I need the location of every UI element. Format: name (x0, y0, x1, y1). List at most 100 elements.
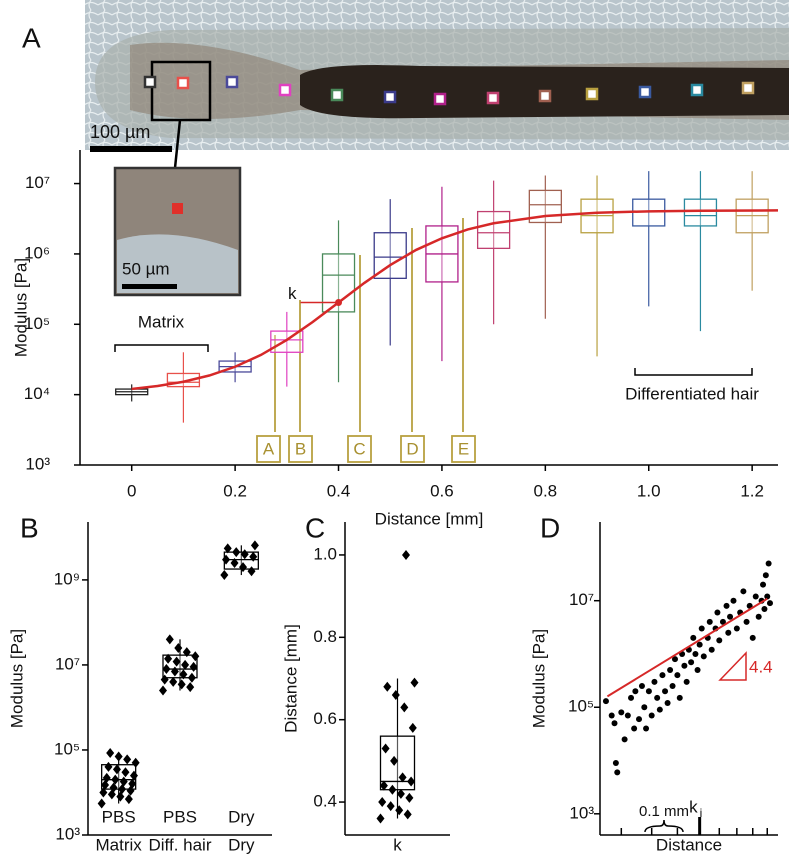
data-point (170, 666, 179, 677)
panel: D 10³ 10⁵ 10⁷ Distance Modulus [Pa] k i (529, 512, 778, 854)
fit-line (606, 597, 768, 698)
box (683, 198, 718, 227)
marker-label: B (295, 439, 306, 458)
sample-square (741, 81, 755, 95)
data-point (159, 685, 167, 696)
x-tick-label: 0.4 (327, 481, 351, 500)
y-tick-label: 10⁷ (55, 654, 80, 673)
data-point (391, 689, 400, 700)
marker-label: E (458, 439, 469, 458)
marker-box (256, 435, 281, 463)
data-point (381, 743, 390, 754)
data-point (688, 659, 695, 666)
x-tick-label: 0.8 (534, 481, 558, 500)
scale-bar (90, 146, 172, 152)
x-tick-label: 1.2 (740, 481, 764, 500)
sample-square (433, 92, 447, 106)
data-point (733, 625, 740, 632)
data-point (186, 682, 195, 693)
category-label: Dry (228, 835, 255, 854)
category-label: Diff. hair (149, 835, 212, 854)
data-point (694, 667, 701, 674)
inset-region (117, 234, 238, 293)
ki-subscript: i (700, 806, 703, 820)
x-axis-label: Distance [mm] (375, 509, 484, 528)
data-point (240, 549, 249, 560)
marker-label: D (406, 439, 418, 458)
y-tick-label: 0.4 (313, 792, 337, 811)
data-point (109, 782, 118, 793)
data-point (249, 551, 258, 562)
data-point (632, 688, 639, 695)
data-point (648, 712, 655, 719)
data-point (97, 798, 106, 809)
slope-triangle (718, 651, 747, 681)
sample-square (225, 75, 239, 89)
k-point (335, 298, 343, 306)
interval-label: 0.1 mm (639, 803, 689, 820)
data-point (121, 767, 130, 778)
data-point (172, 656, 181, 667)
data-point (379, 780, 388, 791)
fit-curve (131, 209, 779, 391)
data-point (645, 688, 652, 695)
data-point (164, 653, 173, 664)
condition-label: Dry (228, 807, 255, 826)
marker-box (451, 435, 476, 463)
marker-box (347, 435, 372, 463)
y-tick-label: 10⁵ (54, 739, 80, 758)
box (270, 330, 304, 353)
y-tick-label: 10⁷ (569, 590, 594, 609)
data-point (388, 784, 397, 795)
condition-label: PBS (102, 807, 136, 826)
data-point (611, 720, 618, 727)
data-point (608, 712, 615, 719)
inset-scale-label: 50 µm (122, 259, 170, 278)
marker-box (288, 435, 313, 463)
data-point (638, 683, 645, 690)
data-point (698, 625, 705, 632)
sample-square (638, 85, 652, 99)
ki-label: k (689, 797, 698, 816)
y-tick-label: 0.6 (313, 709, 337, 728)
condition-label: PBS (163, 807, 197, 826)
sample-square (486, 91, 500, 105)
data-point (762, 572, 769, 579)
position-markers (256, 218, 476, 463)
panel-letter: D (540, 512, 560, 543)
micrograph: 100 µm 50 µm (85, 0, 789, 297)
data-point (408, 722, 417, 733)
data-point (716, 637, 723, 644)
sample-square (278, 83, 292, 97)
data-point (651, 678, 658, 685)
y-tick-label: 10³ (25, 454, 50, 473)
data-point (410, 677, 419, 688)
data-point (725, 629, 732, 636)
data-point (247, 566, 256, 577)
data-point (400, 702, 409, 713)
data-point (714, 609, 721, 616)
sample-square (538, 89, 552, 103)
data-point (160, 674, 169, 685)
marker-label: A (263, 439, 275, 458)
data-point (667, 667, 674, 674)
data-point (223, 543, 232, 554)
data-point (114, 751, 123, 762)
panel-letter: C (305, 512, 325, 543)
data-point (708, 646, 715, 653)
data-point (700, 653, 707, 660)
marker-box (400, 435, 425, 463)
y-tick-label: 10³ (569, 803, 594, 822)
x-tick-label: 0.6 (430, 481, 454, 500)
panels: A 10³ 10⁴ 10⁵ 10⁶ 10⁷ 0 0.2 0.4 0.6 0.8 1.0 1.2 Dista… (7, 22, 779, 854)
data-point (165, 634, 174, 645)
data-point (621, 736, 628, 743)
y-tick-label: 10⁴ (24, 384, 50, 403)
data-point (116, 791, 125, 802)
data-point (181, 659, 190, 670)
data-point (676, 694, 683, 701)
data-point (723, 602, 730, 609)
data-point (390, 755, 399, 766)
data-point (624, 712, 631, 719)
x-tick-label: 0 (127, 481, 136, 500)
